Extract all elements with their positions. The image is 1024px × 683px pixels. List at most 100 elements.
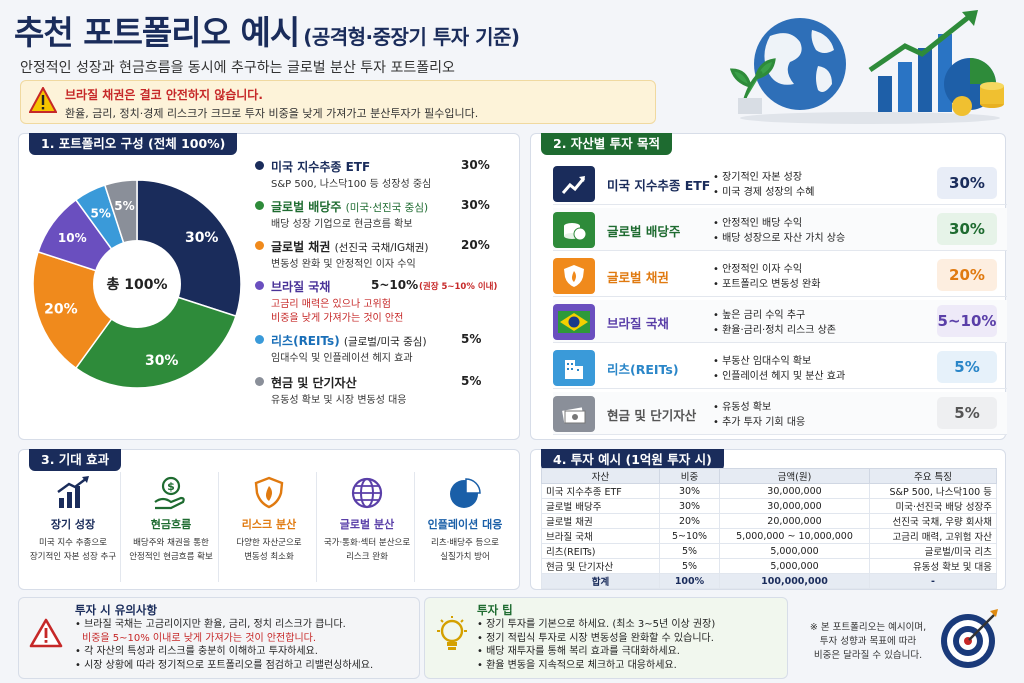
page-title-sub: (공격형·중장기 투자 기준) — [303, 25, 520, 49]
pie-slice-label: 30% — [185, 230, 219, 246]
asset-purpose-bullet: • 미국 경제 성장의 수혜 — [713, 187, 815, 198]
asset-purpose-bullet: • 높은 금리 수익 추구 — [713, 310, 806, 321]
section1-title: 1. 포트폴리오 구성 (전체 100%) — [29, 133, 238, 155]
asset-weight-badge: 5~10% — [937, 305, 997, 337]
brazil-flag-icon — [553, 304, 595, 340]
tip-item: • 환율 변동을 지속적으로 체크하고 대응하세요. — [477, 659, 677, 671]
table-row: 글로벌 채권 20% 20,000,000 선진국 국채, 우량 회사채 — [541, 513, 997, 529]
money-hand-icon: $ — [125, 472, 217, 512]
bar-growth-icon — [27, 472, 119, 512]
effect-title: 리스크 분산 — [241, 518, 297, 531]
investment-example-panel: 4. 투자 예시 (1억원 투자 시) 자산 비중 금액(원) 주요 특징 미국… — [530, 449, 1006, 590]
table-row: 브라질 국채 5~10% 5,000,000 ~ 10,000,000 고금리 매력,… — [541, 528, 997, 544]
asset-purpose-bullet: • 인플레이션 헤지 및 분산 효과 — [713, 371, 846, 382]
page-subtitle: 안정적인 성장과 현금흐름을 동시에 추구하는 글로벌 분산 투자 포트폴리오 — [20, 60, 455, 76]
tip-item: • 정기 적립식 투자로 시장 변동성을 완화할 수 있습니다. — [477, 632, 714, 644]
table-row: 리츠(REITs) 5% 5,000,000 글로벌/미국 리츠 — [541, 543, 997, 559]
asset-weight-badge: 30% — [937, 167, 997, 199]
caution-list: • 브라질 국채는 고금리이지만 환율, 금리, 정치 리스크가 큽니다. 비중… — [75, 618, 373, 672]
asset-name: 리츠(REITs) — [607, 362, 679, 377]
building-icon — [553, 350, 595, 386]
asset-row: 미국 지수추종 ETF • 장기적인 자본 성장 • 미국 경제 성장의 수혜 30% — [553, 162, 1007, 205]
asset-purpose-bullet: • 장기적인 자본 성장 — [713, 172, 803, 183]
globe-icon — [321, 472, 413, 512]
warning-icon — [29, 87, 57, 113]
asset-purpose-bullet: • 안정적인 배당 수익 — [713, 218, 803, 229]
globe-growth-illustration — [730, 10, 1004, 124]
note-line: 비중은 달라질 수 있습니다. — [813, 650, 923, 661]
warning-title: 브라질 채권은 결코 안전하지 않습니다. — [65, 88, 263, 102]
effect-divider — [120, 472, 121, 582]
lightbulb-icon — [437, 616, 467, 650]
pie-slice-label: 5% — [90, 207, 110, 221]
caution-item: • 각 자산의 특성과 리스크를 충분히 이해하고 투자하세요. — [75, 646, 318, 657]
table-row: 미국 지수추종 ETF 30% 30,000,000 S&P 500, 나스닥100 … — [541, 483, 997, 499]
asset-weight-badge: 20% — [937, 259, 997, 291]
asset-row: 리츠(REITs) • 부동산 임대수익 확보 • 인플레이션 헤지 및 분산 효과… — [553, 346, 1007, 389]
effect-title: 인플레이션 대응 — [427, 518, 503, 531]
warning-text: 환율, 금리, 정치·경제 리스크가 크므로 투자 비중을 낮게 가져가고 분산… — [65, 107, 479, 120]
tip-item: • 장기 투자를 기본으로 하세요. (최소 3~5년 이상 권장) — [477, 619, 716, 630]
pie-slice-label: 30% — [145, 353, 179, 369]
pie-icon — [419, 472, 511, 512]
caution-item: 비중을 5~10% 이내로 낮게 가져가는 것이 안전합니다. — [82, 632, 317, 644]
asset-purpose-bullet: • 배당 성장으로 자산 가치 상승 — [713, 233, 846, 244]
pie-slice-label: 20% — [44, 302, 78, 318]
effect-divider — [218, 472, 219, 582]
coins-icon — [553, 212, 595, 248]
tip-item: • 배당 재투자를 통해 복리 효과를 극대화하세요. — [477, 646, 680, 657]
asset-row: 글로벌 배당주 • 안정적인 배당 수익 • 배당 성장으로 자산 가치 상승 30% — [553, 208, 1007, 251]
shield-fire-icon — [223, 472, 315, 512]
effect-divider — [414, 472, 415, 582]
asset-weight-badge: 30% — [937, 213, 997, 245]
asset-purpose-panel: 2. 자산별 투자 목적 미국 지수추종 ETF • 장기적인 자본 성장 • 미국… — [530, 133, 1007, 440]
chart-up-icon — [553, 166, 595, 202]
pie-slice-label: 5% — [114, 199, 134, 213]
asset-purpose-bullet: • 환율·금리·정치 리스크 상존 — [713, 325, 836, 336]
effect-item: 글로벌 분산 국가·통화·섹터 분산으로 리스크 완화 — [321, 472, 413, 564]
caution-item: • 브라질 국채는 고금리이지만 환율, 금리, 정치 리스크가 큽니다. — [75, 619, 346, 630]
effect-item: $ 현금흐름 배당주와 채권을 통한 안정적인 현금흐름 확보 — [125, 472, 217, 564]
pie-center-label: 총 100% — [106, 277, 167, 293]
caution-panel: 투자 시 유의사항 • 브라질 국채는 고금리이지만 환율, 금리, 정치 리스… — [18, 597, 420, 679]
section2-title: 2. 자산별 투자 목적 — [541, 133, 673, 155]
pie-slice-label: 10% — [58, 231, 87, 245]
table-row: 현금 및 단기자산 5% 5,000,000 유동성 확보 및 대응 — [541, 558, 997, 574]
asset-purpose-bullet: • 안정적인 이자 수익 — [713, 264, 803, 275]
asset-purpose-bullet: • 추가 투자 기회 대응 — [713, 417, 806, 428]
portfolio-pie-chart: 30%30%20%10%5%5%총 100% — [32, 179, 242, 389]
asset-name: 브라질 국채 — [607, 316, 669, 331]
effect-title: 장기 성장 — [50, 518, 96, 531]
asset-name: 글로벌 채권 — [607, 270, 669, 285]
caution-warning-icon — [29, 618, 63, 648]
table-row: 글로벌 배당주 30% 30,000,000 미국·선진국 배당 성장주 — [541, 498, 997, 514]
asset-purpose-bullet: • 부동산 임대수익 확보 — [713, 356, 812, 367]
effect-desc: 리츠·배당주 등으로 실질가치 방어 — [431, 538, 499, 562]
disclaimer-note: ※ 본 포트폴리오는 예시이며, 투자 성향과 목표에 따라 비중은 달라질 수… — [796, 597, 1006, 679]
asset-row: 현금 및 단기자산 • 유동성 확보 • 추가 투자 기회 대응 5% — [553, 392, 1007, 435]
effect-desc: 다양한 자산군으로 변동성 최소화 — [236, 538, 302, 562]
note-line: 투자 성향과 목표에 따라 — [819, 636, 917, 647]
table-header-row: 자산 비중 금액(원) 주요 특징 — [541, 468, 997, 484]
tips-panel: 투자 팁 • 장기 투자를 기본으로 하세요. (최소 3~5년 이상 권장) … — [424, 597, 788, 679]
caution-item: • 시장 상황에 따라 정기적으로 포트폴리오를 점검하고 리밸런싱하세요. — [75, 659, 374, 671]
investment-example-table: 자산 비중 금액(원) 주요 특징 미국 지수추종 ETF 30% 30,000,0… — [541, 468, 997, 589]
asset-row: 글로벌 채권 • 안정적인 이자 수익 • 포트폴리오 변동성 완화 20% — [553, 254, 1007, 297]
asset-row: 브라질 국채 • 높은 금리 수익 추구 • 환율·금리·정치 리스크 상존 5~10… — [553, 300, 1007, 343]
asset-name: 글로벌 배당주 — [607, 224, 681, 239]
asset-weight-badge: 5% — [937, 397, 997, 429]
page-title: 추천 포트폴리오 예시 (공격형·중장기 투자 기준) — [14, 13, 520, 52]
pie-slice — [74, 283, 237, 389]
effect-desc: 미국 지수 추종으로 장기적인 자본 성장 추구 — [29, 538, 117, 562]
expected-effects-panel: 3. 기대 효과 장기 성장 미국 지수 추종으로 장기적인 자본 성장 추구 $ 현금… — [18, 449, 520, 590]
section4-title: 4. 투자 예시 (1억원 투자 시) — [541, 449, 724, 471]
shield-icon — [553, 258, 595, 294]
tips-title: 투자 팁 — [477, 603, 513, 617]
section3-title: 3. 기대 효과 — [29, 449, 122, 471]
warning-banner: 브라질 채권은 결코 안전하지 않습니다. 환율, 금리, 정치·경제 리스크가… — [20, 80, 656, 124]
svg-text:$: $ — [167, 480, 175, 493]
tips-list: • 장기 투자를 기본으로 하세요. (최소 3~5년 이상 권장) • 정기 … — [477, 618, 715, 672]
effect-desc: 국가·통화·섹터 분산으로 리스크 완화 — [323, 538, 411, 562]
